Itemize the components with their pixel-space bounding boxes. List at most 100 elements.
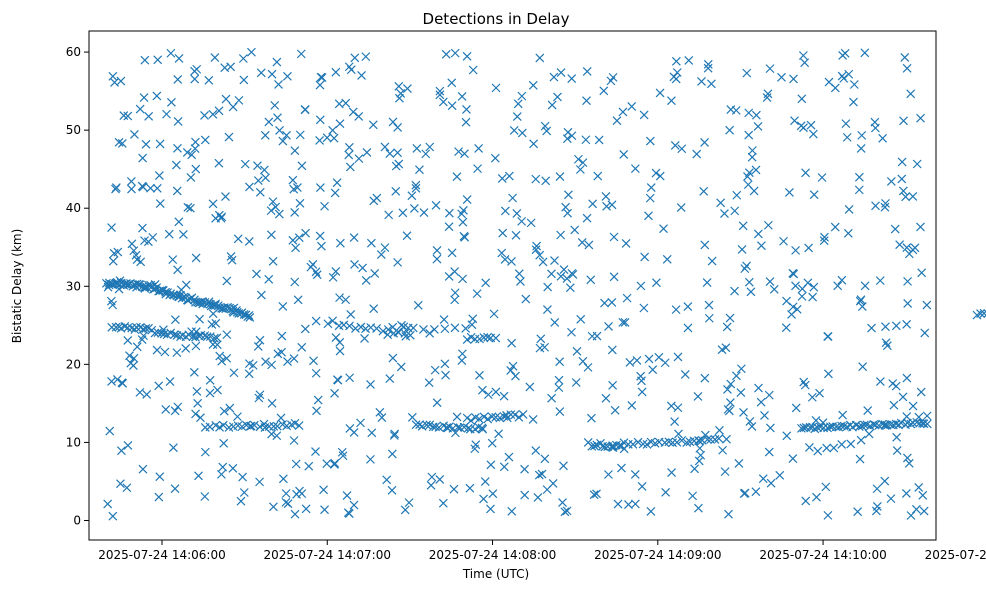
data-point xyxy=(450,267,460,276)
data-point xyxy=(553,92,562,102)
data-point xyxy=(207,320,217,329)
data-point xyxy=(556,271,566,281)
data-point xyxy=(311,316,321,326)
data-point xyxy=(589,490,599,500)
data-point xyxy=(820,232,829,242)
data-point xyxy=(860,281,870,291)
data-point xyxy=(450,288,460,298)
data-point xyxy=(550,318,560,327)
data-point xyxy=(460,232,470,242)
data-point xyxy=(191,341,201,351)
data-point xyxy=(391,161,401,171)
data-point xyxy=(345,373,355,383)
data-point xyxy=(600,442,610,452)
data-point xyxy=(132,342,142,352)
data-point xyxy=(555,407,565,416)
data-point xyxy=(461,117,471,127)
data-point xyxy=(513,99,523,109)
data-point xyxy=(380,142,390,152)
data-point xyxy=(394,81,404,91)
data-point xyxy=(103,282,113,292)
data-point xyxy=(162,109,171,119)
data-point xyxy=(439,315,449,324)
data-point xyxy=(191,409,200,419)
data-point xyxy=(300,324,310,334)
data-point xyxy=(881,322,890,332)
data-point xyxy=(829,443,839,453)
data-point xyxy=(815,422,825,432)
data-point xyxy=(330,188,340,198)
data-point xyxy=(171,160,181,170)
data-point xyxy=(264,117,274,127)
data-point xyxy=(903,276,913,286)
data-point xyxy=(582,213,592,223)
data-point xyxy=(104,280,114,290)
data-point xyxy=(744,130,754,140)
data-point xyxy=(290,208,300,217)
data-point xyxy=(801,168,811,178)
data-point xyxy=(344,509,354,518)
data-point xyxy=(426,480,436,490)
data-point xyxy=(260,130,270,140)
data-point xyxy=(319,485,329,495)
data-point xyxy=(561,202,571,212)
data-point xyxy=(725,313,735,323)
data-point xyxy=(823,332,833,341)
data-point xyxy=(823,369,833,379)
data-point xyxy=(834,422,844,432)
data-point xyxy=(543,282,553,292)
data-point xyxy=(140,282,150,292)
data-point xyxy=(609,232,619,242)
data-point xyxy=(648,365,658,375)
data-point xyxy=(818,418,828,428)
data-point xyxy=(140,55,150,65)
data-point xyxy=(107,376,116,386)
data-point xyxy=(255,477,264,487)
data-point xyxy=(297,342,307,352)
data-point xyxy=(766,478,776,488)
data-point xyxy=(510,410,520,420)
data-point xyxy=(565,283,575,293)
data-point xyxy=(222,353,232,363)
data-point xyxy=(489,309,499,319)
data-point xyxy=(281,489,291,498)
data-point xyxy=(462,51,472,61)
data-point xyxy=(789,74,798,84)
data-point xyxy=(283,499,293,509)
data-point xyxy=(432,245,442,255)
data-point xyxy=(346,310,356,319)
data-point xyxy=(547,100,557,110)
data-point xyxy=(290,509,300,519)
data-point xyxy=(548,479,558,488)
data-point xyxy=(856,144,866,153)
data-point xyxy=(194,471,203,481)
data-point xyxy=(742,261,751,271)
data-point xyxy=(560,507,570,517)
data-point xyxy=(377,413,387,423)
data-point xyxy=(255,335,265,345)
data-point xyxy=(189,367,199,377)
data-point xyxy=(473,164,483,174)
data-point xyxy=(581,135,591,145)
data-point xyxy=(707,256,717,266)
data-point xyxy=(474,414,484,424)
data-point xyxy=(536,334,546,344)
data-point xyxy=(594,135,604,145)
data-point xyxy=(638,439,648,449)
data-point xyxy=(500,255,510,264)
data-point xyxy=(170,406,180,416)
data-point xyxy=(769,284,779,294)
data-point xyxy=(837,439,847,449)
data-point xyxy=(345,162,355,172)
data-point xyxy=(322,133,332,143)
data-point xyxy=(447,248,457,258)
data-point xyxy=(269,502,278,512)
data-point xyxy=(577,238,587,247)
data-point xyxy=(529,139,539,149)
data-point xyxy=(904,458,914,468)
data-point xyxy=(661,487,671,497)
data-point xyxy=(292,183,302,193)
data-point xyxy=(642,440,652,449)
data-point xyxy=(706,435,716,444)
data-point xyxy=(244,369,254,379)
